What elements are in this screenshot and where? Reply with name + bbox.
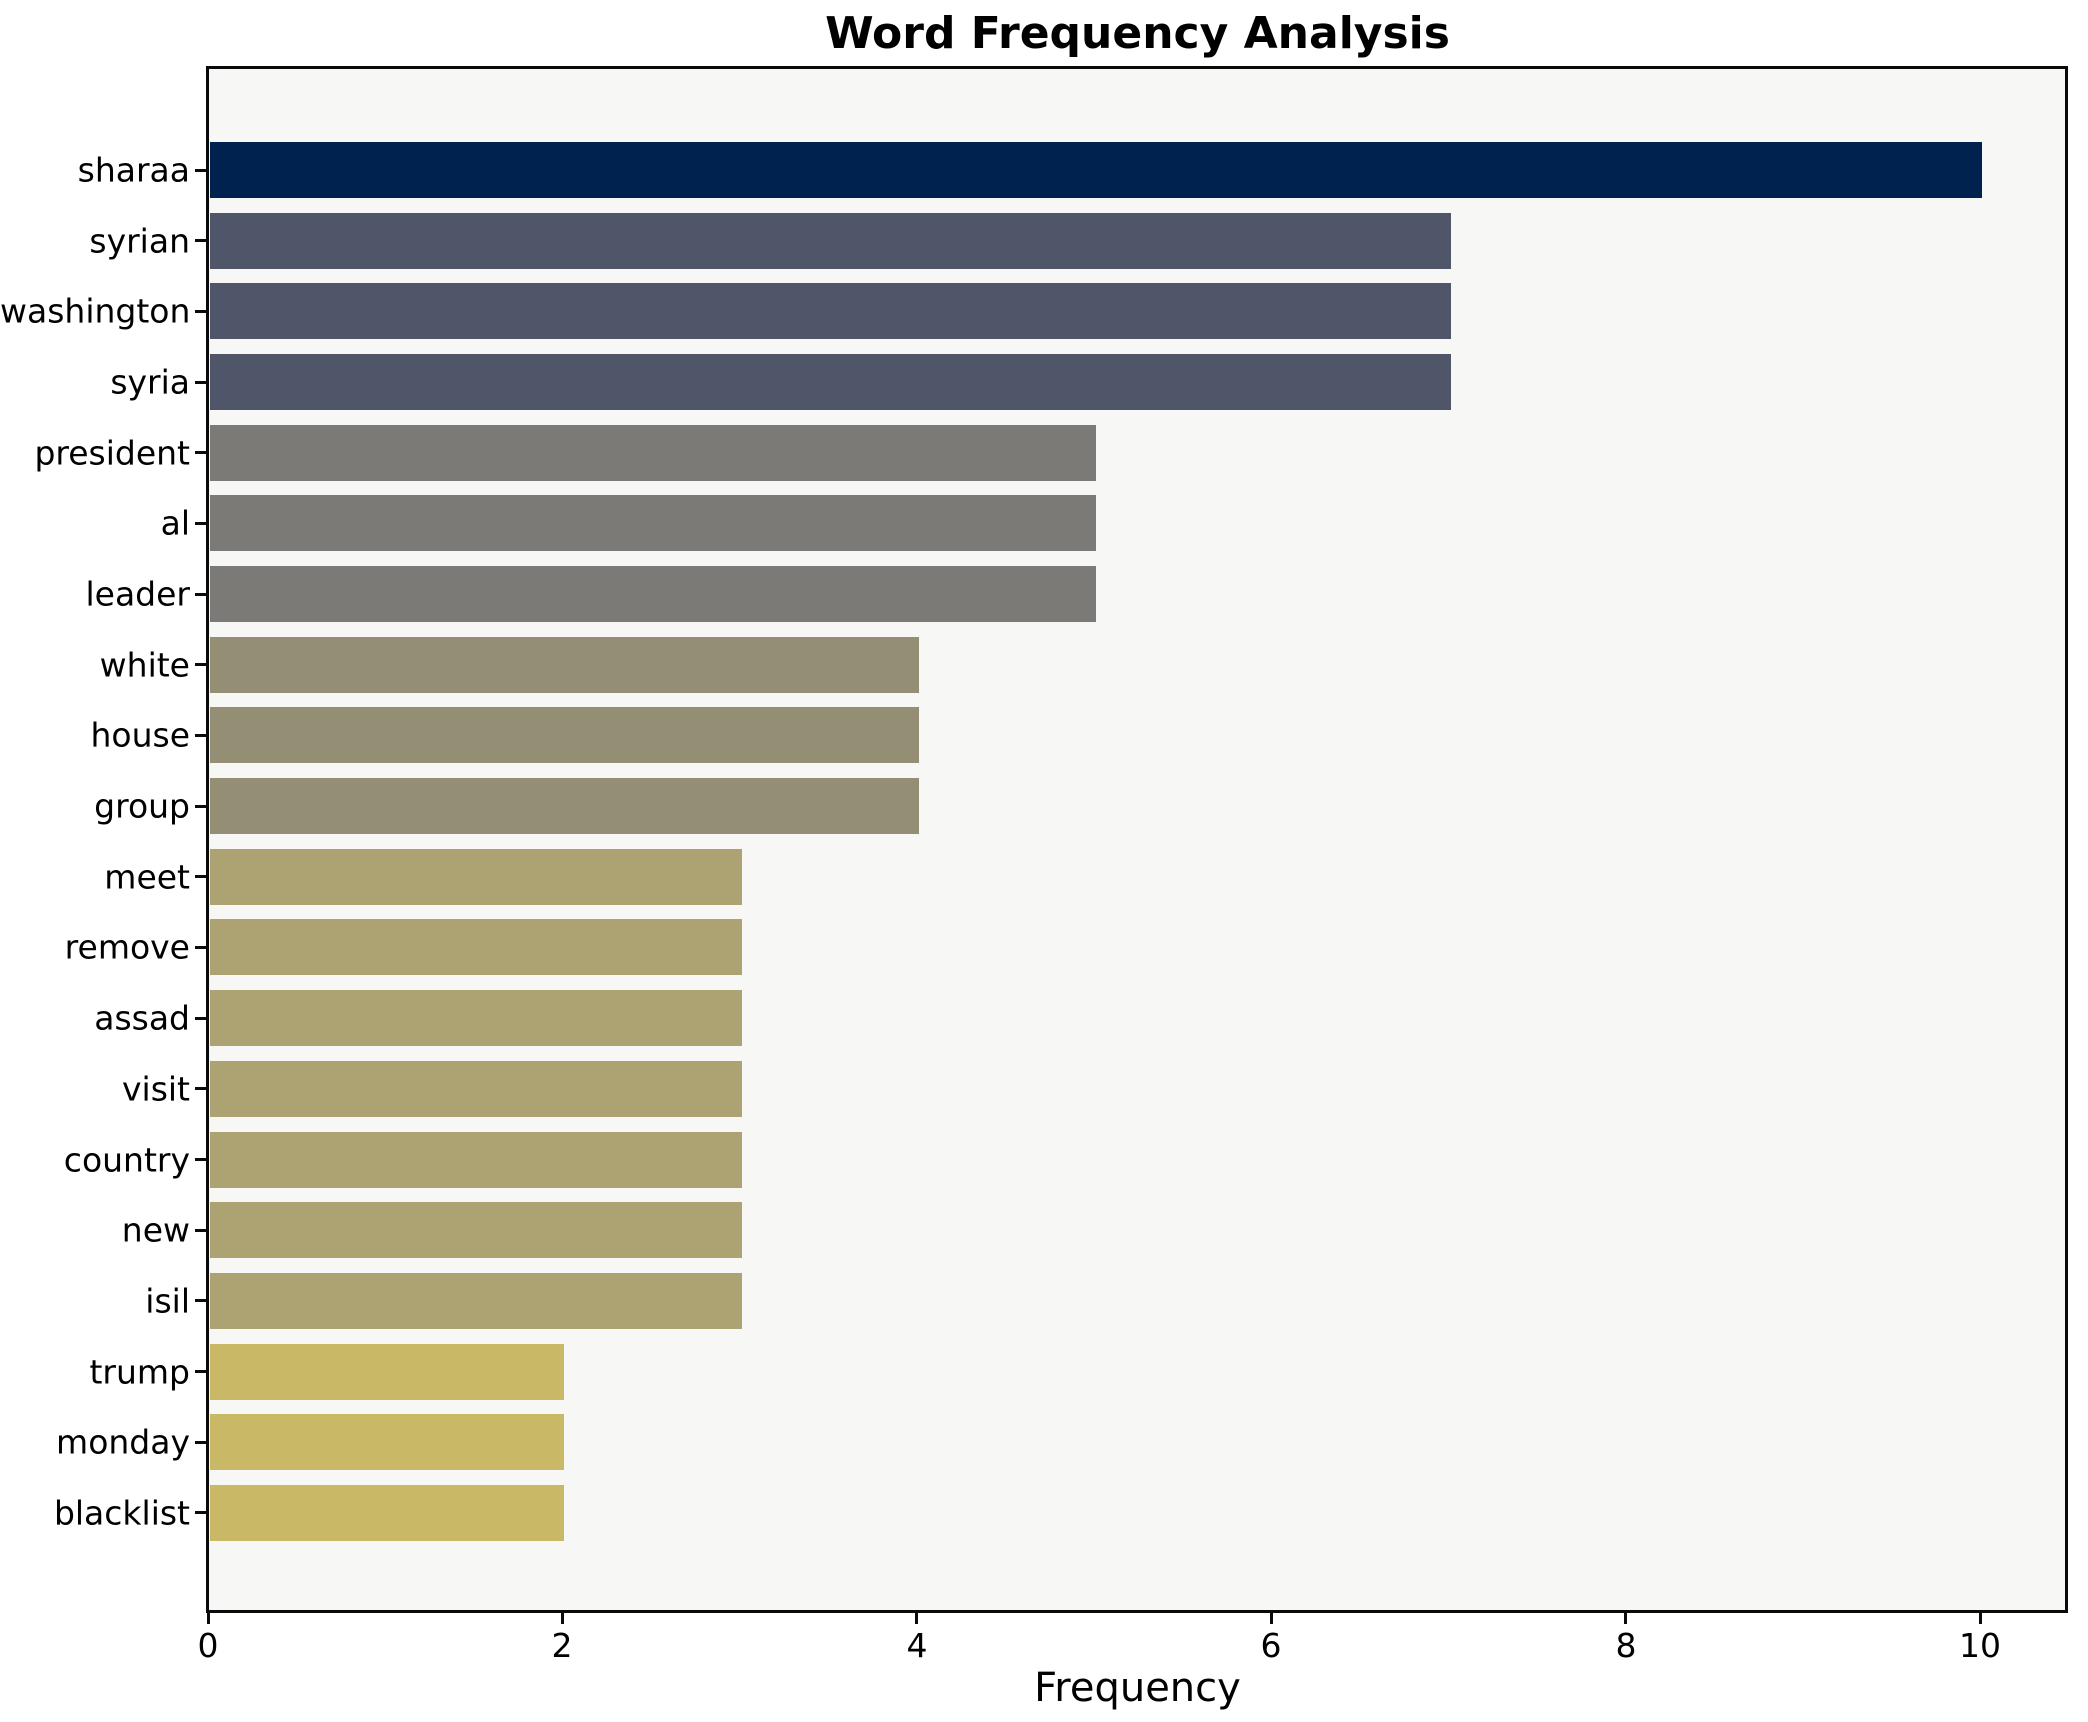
bar-isil bbox=[210, 1273, 742, 1329]
y-tick-label-sharaa: sharaa bbox=[77, 150, 190, 190]
y-tick-mark-assad bbox=[195, 1017, 207, 1020]
y-tick-mark-blacklist bbox=[195, 1511, 207, 1514]
y-tick-label-country: country bbox=[63, 1140, 190, 1180]
y-tick-mark-house bbox=[195, 734, 207, 737]
y-tick-label-isil: isil bbox=[145, 1281, 190, 1321]
x-tick-label-2: 2 bbox=[551, 1626, 573, 1665]
y-tick-label-washington: washington bbox=[0, 291, 191, 331]
bar-assad bbox=[210, 990, 742, 1046]
x-tick-mark-4 bbox=[915, 1612, 918, 1624]
x-tick-mark-6 bbox=[1270, 1612, 1273, 1624]
y-tick-label-remove: remove bbox=[64, 927, 190, 967]
x-tick-mark-0 bbox=[207, 1612, 210, 1624]
y-tick-label-assad: assad bbox=[94, 998, 190, 1038]
y-tick-mark-meet bbox=[195, 875, 207, 878]
bar-country bbox=[210, 1132, 742, 1188]
y-tick-label-al: al bbox=[160, 503, 190, 543]
bar-president bbox=[210, 425, 1096, 481]
y-tick-mark-sharaa bbox=[195, 169, 207, 172]
x-tick-mark-2 bbox=[561, 1612, 564, 1624]
y-tick-mark-president bbox=[195, 451, 207, 454]
y-tick-label-blacklist: blacklist bbox=[53, 1493, 190, 1533]
bar-leader bbox=[210, 566, 1096, 622]
y-tick-label-group: group bbox=[94, 786, 190, 826]
bar-meet bbox=[210, 849, 742, 905]
y-tick-mark-isil bbox=[195, 1299, 207, 1302]
x-tick-label-8: 8 bbox=[1615, 1626, 1637, 1665]
y-tick-mark-group bbox=[195, 805, 207, 808]
y-tick-label-white: white bbox=[99, 645, 190, 685]
y-tick-label-meet: meet bbox=[104, 857, 190, 897]
chart-title: Word Frequency Analysis bbox=[825, 8, 1450, 59]
y-tick-mark-leader bbox=[195, 593, 207, 596]
y-tick-mark-monday bbox=[195, 1441, 207, 1444]
y-tick-label-trump: trump bbox=[89, 1352, 190, 1392]
x-tick-label-10: 10 bbox=[1959, 1626, 2001, 1665]
y-tick-mark-remove bbox=[195, 946, 207, 949]
x-tick-label-0: 0 bbox=[197, 1626, 219, 1665]
y-tick-mark-new bbox=[195, 1229, 207, 1232]
bar-syrian bbox=[210, 213, 1451, 269]
y-tick-mark-trump bbox=[195, 1370, 207, 1373]
x-tick-mark-8 bbox=[1624, 1612, 1627, 1624]
y-tick-label-syrian: syrian bbox=[89, 221, 190, 261]
y-tick-mark-washington bbox=[195, 310, 207, 313]
y-tick-label-monday: monday bbox=[56, 1422, 190, 1462]
y-tick-label-new: new bbox=[121, 1210, 190, 1250]
x-axis-label: Frequency bbox=[1034, 1665, 1241, 1711]
bar-visit bbox=[210, 1061, 742, 1117]
bar-monday bbox=[210, 1414, 564, 1470]
x-tick-label-4: 4 bbox=[906, 1626, 928, 1665]
bar-white bbox=[210, 637, 919, 693]
y-tick-label-syria: syria bbox=[110, 362, 190, 402]
x-tick-label-6: 6 bbox=[1260, 1626, 1282, 1665]
y-tick-mark-syrian bbox=[195, 239, 207, 242]
bar-group bbox=[210, 778, 919, 834]
y-tick-mark-al bbox=[195, 522, 207, 525]
bar-house bbox=[210, 707, 919, 763]
bar-syria bbox=[210, 354, 1451, 410]
y-tick-label-president: president bbox=[34, 433, 190, 473]
bar-trump bbox=[210, 1344, 564, 1400]
y-tick-mark-white bbox=[195, 663, 207, 666]
y-tick-label-house: house bbox=[90, 715, 190, 755]
bar-al bbox=[210, 495, 1096, 551]
y-tick-label-visit: visit bbox=[122, 1069, 190, 1109]
y-tick-mark-syria bbox=[195, 381, 207, 384]
bar-remove bbox=[210, 919, 742, 975]
y-tick-label-leader: leader bbox=[85, 574, 190, 614]
bar-new bbox=[210, 1202, 742, 1258]
bar-blacklist bbox=[210, 1485, 564, 1541]
bar-sharaa bbox=[210, 142, 1982, 198]
y-tick-mark-country bbox=[195, 1158, 207, 1161]
bar-washington bbox=[210, 283, 1451, 339]
x-tick-mark-10 bbox=[1979, 1612, 1982, 1624]
y-tick-mark-visit bbox=[195, 1087, 207, 1090]
